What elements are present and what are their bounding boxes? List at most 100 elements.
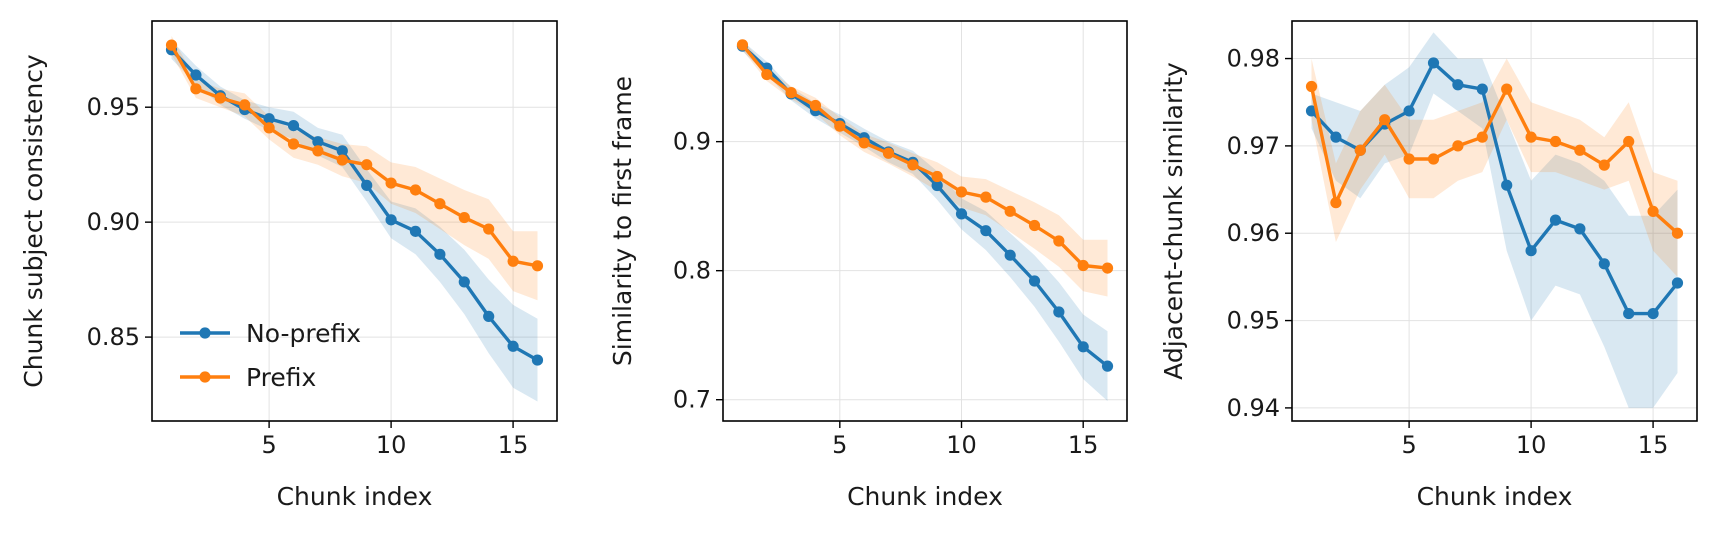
point-no-prefix-16 [1671,277,1684,289]
point-prefix-14 [483,223,495,235]
line-prefix [741,43,1108,270]
y-tick-label: 0.90 [87,208,140,236]
point-prefix-9 [931,170,943,183]
point-no-prefix-5 [263,113,275,125]
x-tick-label: 5 [1401,431,1416,459]
x-axis-label: Chunk index [1417,482,1573,511]
point-prefix-5 [834,120,846,132]
point-prefix-14 [1053,235,1065,247]
point-no-prefix-10 [1525,245,1537,257]
point-no-prefix-12 [1004,249,1016,261]
point-no-prefix-10 [385,214,397,226]
point-prefix-8 [336,154,348,166]
y-tick-label: 0.96 [1227,219,1280,247]
point-no-prefix-14 [1053,306,1065,318]
point-no-prefix-9 [361,179,373,191]
x-tick-label: 5 [261,431,276,459]
point-no-prefix-15 [507,340,519,352]
point-no-prefix-16 [531,354,544,366]
axes-frame [1291,20,1698,422]
point-prefix-9 [361,159,373,171]
y-tick-label: 0.85 [87,323,140,351]
point-prefix-15 [1647,205,1659,217]
point-prefix-12 [434,198,446,210]
point-prefix-14 [1623,135,1635,148]
point-prefix-11 [980,191,992,203]
point-prefix-2 [761,68,773,81]
point-prefix-7 [882,147,895,159]
chart-panel-3: 5 10 15 0.94 0.95 0.96 0.97 0.98 Chunk index Adja… [1159,20,1698,511]
point-prefix-16 [531,260,544,272]
point-prefix-6 [287,138,300,150]
point-no-prefix-9 [931,179,943,192]
point-no-prefix-6 [1427,57,1440,69]
x-tick-label: 5 [832,431,847,459]
point-no-prefix-12 [1574,223,1586,235]
y-tick-label: 0.8 [673,257,711,285]
point-prefix-10 [955,186,968,198]
point-prefix-4 [1379,114,1391,126]
legend-marker-prefix [199,371,211,383]
x-tick-label: 15 [498,431,529,459]
y-axis-label: Similarity to first frame [608,76,637,366]
point-prefix-2 [190,83,202,95]
x-tick-label: 15 [1638,431,1669,459]
point-prefix-1 [165,39,178,51]
line-no-prefix [741,44,1109,368]
point-prefix-4 [239,99,251,111]
point-no-prefix-13 [458,276,470,288]
point-prefix-3 [1354,144,1366,156]
point-prefix-2 [1330,197,1342,209]
x-axis-label: Chunk index [277,482,433,511]
point-no-prefix-15 [1647,307,1659,320]
point-prefix-5 [1403,153,1415,165]
point-no-prefix-6 [287,119,300,132]
x-tick-label: 10 [376,431,407,459]
point-prefix-12 [1004,205,1016,217]
y-tick-label: 0.9 [673,128,711,156]
y-tick-label: 0.7 [673,386,711,414]
band-no-prefix [742,41,1108,401]
point-prefix-11 [409,184,422,196]
y-tick-label: 0.94 [1227,394,1280,422]
point-prefix-16 [1671,227,1684,239]
point-prefix-10 [385,177,397,189]
point-prefix-9 [1501,83,1513,95]
point-prefix-1 [1305,80,1318,93]
point-prefix-5 [263,122,275,134]
point-prefix-7 [1452,140,1464,152]
point-no-prefix-13 [1598,258,1610,270]
chart-panel-2: 5 10 15 0.7 0.8 0.9 Chunk index Similarity to f… [608,20,1128,511]
point-prefix-6 [1427,153,1440,165]
point-prefix-6 [858,137,870,149]
point-no-prefix-10 [955,208,968,220]
legend-marker-no-prefix [199,327,211,339]
line-prefix [1309,86,1679,235]
point-prefix-8 [1476,131,1488,143]
x-tick-label: 10 [946,431,977,459]
point-prefix-12 [1574,144,1586,156]
point-no-prefix-7 [312,136,324,148]
point-no-prefix-15 [1077,341,1089,353]
point-prefix-3 [214,92,226,104]
x-tick-label: 15 [1068,431,1099,459]
point-prefix-8 [907,159,919,171]
point-prefix-7 [312,145,324,157]
point-no-prefix-13 [1028,275,1041,287]
line-prefix [170,44,538,268]
point-no-prefix-16 [1101,360,1114,372]
y-tick-label: 0.97 [1227,132,1280,160]
point-no-prefix-2 [1330,131,1342,143]
legend: No-prefix Prefix [180,319,361,392]
point-prefix-15 [1077,259,1089,272]
point-prefix-3 [785,87,797,99]
point-no-prefix-14 [1623,307,1635,320]
chart-panel-1: 5 10 15 0.85 0.90 0.95 Chunk index Chunk subjec… [19,20,558,511]
point-no-prefix-8 [336,145,348,157]
y-tick-label: 0.95 [1227,307,1280,335]
axes-frame [151,20,558,422]
point-no-prefix-7 [1452,79,1464,91]
point-no-prefix-9 [1501,179,1513,191]
point-prefix-1 [736,39,749,51]
point-prefix-4 [809,99,822,112]
